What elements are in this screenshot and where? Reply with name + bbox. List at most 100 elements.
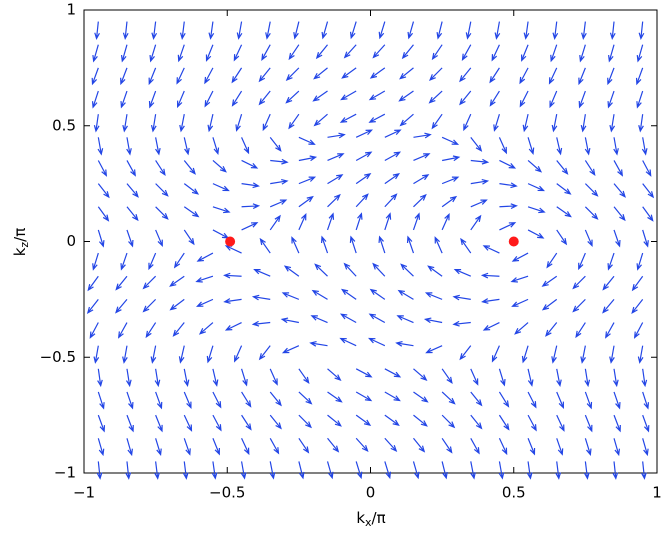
- arrow: [578, 90, 586, 109]
- arrow: [91, 90, 99, 109]
- arrow: [465, 21, 472, 40]
- arrow: [580, 114, 587, 133]
- arrow: [584, 438, 592, 457]
- arrow: [183, 137, 190, 156]
- arrow: [280, 317, 299, 324]
- arrow: [396, 315, 414, 324]
- arrow: [378, 21, 386, 40]
- arrow: [526, 461, 533, 480]
- arrow: [636, 90, 644, 109]
- arrow: [183, 391, 192, 410]
- arrow: [288, 44, 300, 61]
- x-tick-label: 1: [652, 484, 662, 502]
- arrow: [142, 275, 157, 290]
- arrow: [183, 438, 191, 456]
- arrow: [489, 90, 500, 107]
- arrow: [327, 368, 342, 381]
- arrow: [97, 183, 110, 199]
- arrow: [602, 298, 615, 314]
- x-tick-label: 0.5: [502, 484, 526, 502]
- y-label-rest: /π: [11, 228, 29, 242]
- arrow: [326, 461, 334, 480]
- arrow: [269, 214, 281, 231]
- arrow: [173, 252, 185, 269]
- arrow: [527, 414, 537, 432]
- arrow: [555, 461, 562, 480]
- arrow: [556, 414, 565, 432]
- arrow: [327, 414, 342, 427]
- arrow: [258, 345, 271, 361]
- arrow: [125, 368, 132, 388]
- arrow: [122, 21, 129, 41]
- arrow: [241, 438, 250, 456]
- arrow: [96, 461, 103, 480]
- arrow: [372, 262, 386, 277]
- arrow: [176, 67, 185, 85]
- arrow: [155, 229, 163, 247]
- arrow: [241, 222, 259, 231]
- arrow: [584, 183, 599, 197]
- arrow: [399, 113, 414, 127]
- arrow: [204, 67, 214, 85]
- arrow: [413, 437, 426, 453]
- arrow: [579, 44, 586, 63]
- arrow: [511, 298, 529, 307]
- arrow: [251, 294, 271, 301]
- arrow: [552, 21, 559, 40]
- arrow: [631, 299, 644, 314]
- arrow: [481, 298, 500, 304]
- arrow: [463, 113, 472, 132]
- arrow: [148, 252, 157, 271]
- arrow: [154, 368, 161, 388]
- arrow: [115, 275, 128, 291]
- arrow: [315, 44, 328, 60]
- arrow: [293, 21, 300, 40]
- arrow: [636, 44, 644, 63]
- arrow: [638, 21, 645, 41]
- arrow: [183, 368, 190, 388]
- arrow: [499, 182, 518, 189]
- arrow: [480, 272, 500, 279]
- arrow: [183, 414, 193, 432]
- arrow: [519, 90, 529, 108]
- arrow: [195, 275, 214, 283]
- arrow: [427, 265, 443, 277]
- arrow: [636, 252, 644, 271]
- arrow: [235, 113, 243, 132]
- arrow: [523, 21, 530, 40]
- arrow: [183, 206, 200, 218]
- arrow: [584, 229, 593, 247]
- arrow: [556, 438, 564, 456]
- arrow: [642, 206, 654, 222]
- arrow: [556, 206, 572, 218]
- arrow: [212, 206, 231, 214]
- y-label-sub: z: [18, 242, 31, 248]
- arrow: [633, 322, 644, 339]
- arrow: [224, 321, 242, 331]
- arrow: [269, 437, 280, 455]
- arrow: [642, 414, 650, 433]
- arrow: [212, 368, 219, 387]
- x-tick-label: −0.5: [209, 484, 245, 502]
- arrow: [470, 461, 476, 480]
- arrow: [355, 414, 372, 427]
- arrow: [556, 183, 572, 195]
- arrow: [541, 298, 558, 311]
- arrow: [461, 44, 472, 61]
- arrow: [270, 178, 289, 185]
- arrow: [298, 195, 314, 208]
- arrow: [92, 44, 99, 63]
- arrow: [97, 229, 105, 248]
- arrow: [285, 67, 300, 81]
- arrow: [470, 391, 483, 407]
- arrow: [313, 67, 328, 80]
- x-axis-label: kx/π: [356, 509, 385, 530]
- arrow: [234, 345, 243, 363]
- arrow: [434, 236, 443, 254]
- arrow: [384, 212, 392, 231]
- arrow: [580, 345, 586, 364]
- arrow: [288, 113, 300, 130]
- arrow: [514, 322, 529, 335]
- arrow: [609, 345, 615, 364]
- arrow: [241, 137, 250, 155]
